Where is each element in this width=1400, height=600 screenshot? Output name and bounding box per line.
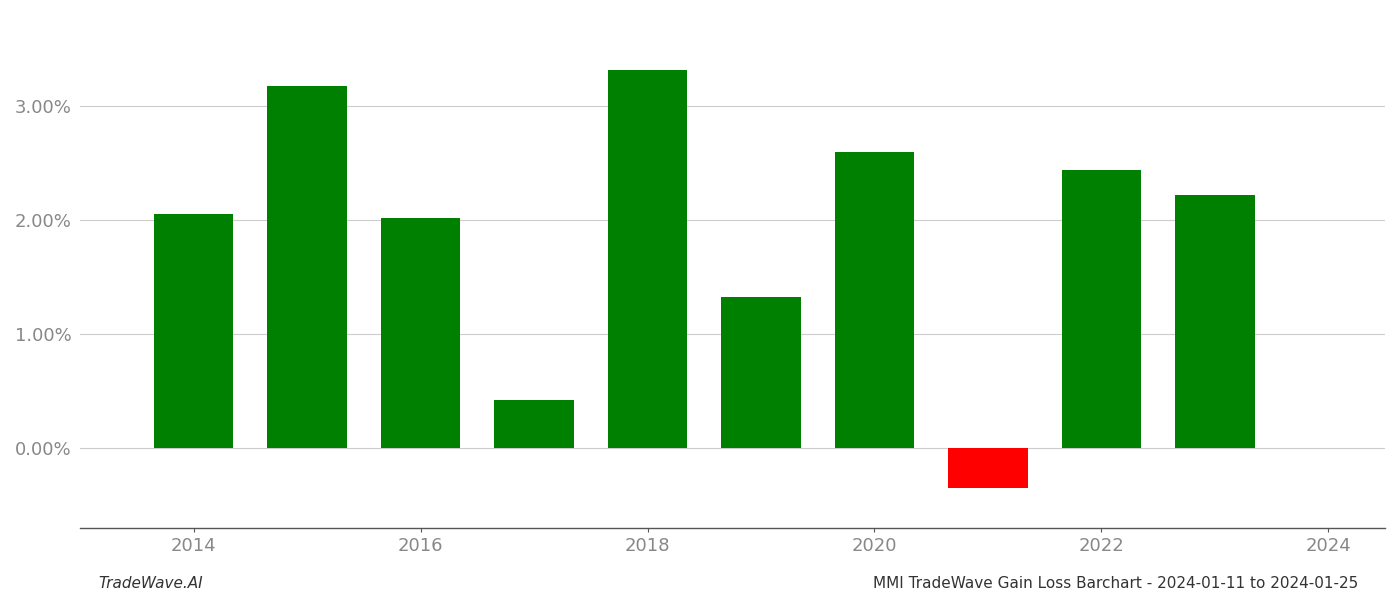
- Bar: [948, 448, 1028, 488]
- Text: TradeWave.AI: TradeWave.AI: [98, 576, 203, 591]
- Bar: [154, 214, 234, 448]
- Bar: [834, 152, 914, 448]
- Bar: [721, 296, 801, 448]
- Bar: [1061, 170, 1141, 448]
- Text: MMI TradeWave Gain Loss Barchart - 2024-01-11 to 2024-01-25: MMI TradeWave Gain Loss Barchart - 2024-…: [872, 576, 1358, 591]
- Bar: [267, 86, 347, 448]
- Bar: [1175, 195, 1254, 448]
- Bar: [494, 400, 574, 448]
- Bar: [381, 218, 461, 448]
- Bar: [608, 70, 687, 448]
